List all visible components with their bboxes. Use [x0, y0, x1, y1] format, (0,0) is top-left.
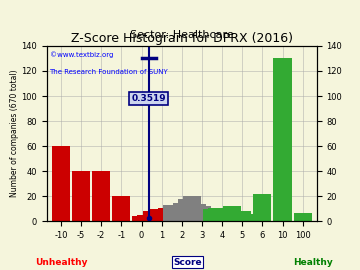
- Bar: [274, 58, 292, 221]
- Bar: [243, 215, 261, 221]
- Bar: [72, 171, 90, 221]
- Bar: [223, 206, 241, 221]
- Bar: [248, 215, 266, 221]
- Title: Z-Score Histogram for DPRX (2016): Z-Score Histogram for DPRX (2016): [71, 32, 293, 45]
- Bar: [158, 208, 176, 221]
- Text: Healthy: Healthy: [293, 258, 333, 267]
- Bar: [143, 211, 161, 221]
- Bar: [218, 210, 236, 221]
- Bar: [183, 196, 201, 221]
- Bar: [138, 215, 156, 221]
- Bar: [213, 211, 231, 221]
- Text: Sector: Healthcare: Sector: Healthcare: [130, 30, 234, 40]
- Bar: [52, 146, 70, 221]
- Text: The Research Foundation of SUNY: The Research Foundation of SUNY: [50, 69, 168, 75]
- Bar: [253, 194, 271, 221]
- Bar: [238, 214, 256, 221]
- Bar: [203, 209, 221, 221]
- Bar: [173, 202, 191, 221]
- Bar: [188, 204, 206, 221]
- Bar: [178, 199, 196, 221]
- Text: Unhealthy: Unhealthy: [35, 258, 87, 267]
- Bar: [208, 208, 226, 221]
- Bar: [163, 205, 181, 221]
- Bar: [168, 209, 186, 221]
- Bar: [228, 213, 246, 221]
- Bar: [112, 196, 130, 221]
- Bar: [92, 171, 110, 221]
- Text: 0.3519: 0.3519: [131, 94, 166, 103]
- Text: Score: Score: [173, 258, 202, 267]
- Y-axis label: Number of companies (670 total): Number of companies (670 total): [10, 70, 19, 197]
- Bar: [132, 216, 150, 221]
- Bar: [148, 209, 166, 221]
- Bar: [198, 209, 216, 221]
- Bar: [233, 211, 251, 221]
- Text: ©www.textbiz.org: ©www.textbiz.org: [50, 51, 113, 58]
- Bar: [193, 206, 211, 221]
- Bar: [153, 211, 171, 221]
- Bar: [294, 213, 312, 221]
